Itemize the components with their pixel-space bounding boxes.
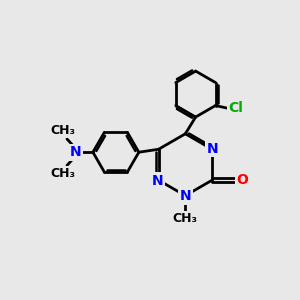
Text: N: N — [152, 174, 164, 188]
Text: CH₃: CH₃ — [50, 167, 75, 180]
Text: N: N — [179, 189, 191, 203]
Text: CH₃: CH₃ — [173, 212, 198, 225]
Text: O: O — [236, 173, 248, 187]
Text: CH₃: CH₃ — [50, 124, 75, 137]
Text: N: N — [70, 145, 82, 159]
Text: N: N — [207, 142, 218, 156]
Text: Cl: Cl — [229, 101, 244, 116]
